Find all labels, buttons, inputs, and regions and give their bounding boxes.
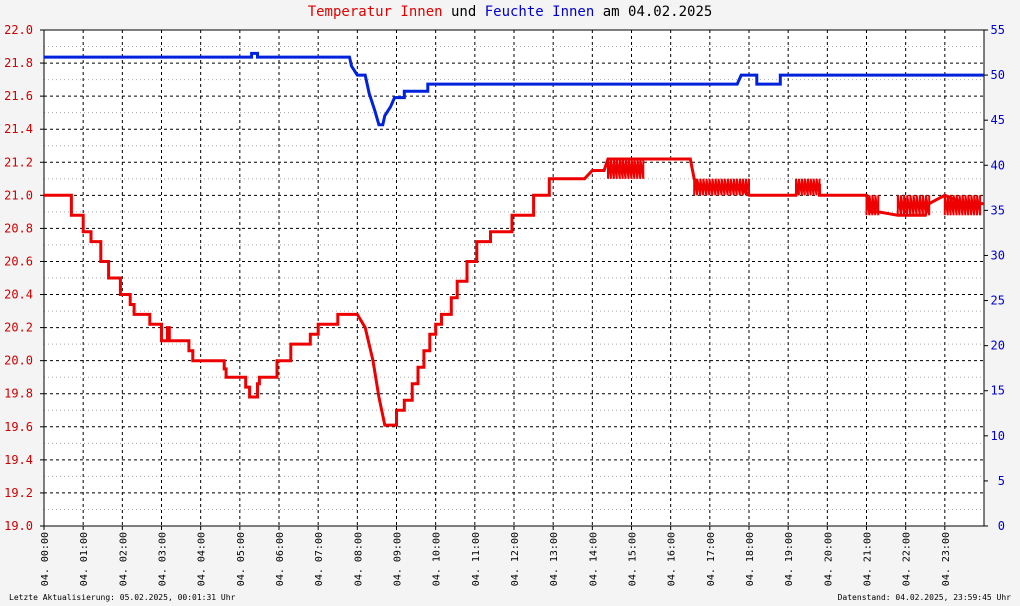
- y-left-tick-label: 20.6: [4, 254, 33, 268]
- x-tick-label: 04. 07:00: [314, 532, 325, 586]
- x-tick-label: 04. 06:00: [275, 532, 286, 586]
- x-tick-label: 04. 03:00: [158, 532, 169, 586]
- y-right-tick-label: 0: [998, 519, 1005, 533]
- y-right-tick-label: 45: [991, 113, 1005, 127]
- series-line-humidity: [44, 51, 984, 127]
- y-left-tick-label: 20.2: [4, 321, 33, 335]
- chart-title: Temperatur Innen und Feuchte Innen am 04…: [0, 4, 1020, 20]
- x-tick-label: 04. 17:00: [706, 532, 717, 586]
- x-tick-label: 04. 05:00: [236, 532, 247, 586]
- series-noise-band: [943, 195, 982, 216]
- footer-data-status: Datenstand: 04.02.2025, 23:59:45 Uhr: [837, 593, 1011, 602]
- series-noise-band: [795, 178, 821, 196]
- y-left-tick-label: 19.2: [4, 486, 33, 500]
- y-right-tick-label: 5: [998, 474, 1005, 488]
- footer-last-update: Letzte Aktualisierung: 05.02.2025, 00:01…: [9, 593, 236, 602]
- y-left-tick-label: 21.4: [4, 122, 33, 136]
- y-left-tick-label: 19.6: [4, 420, 33, 434]
- y-left-tick-label: 21.6: [4, 89, 33, 103]
- y-left-tick-label: 19.8: [4, 387, 33, 401]
- x-tick-label: 04. 15:00: [628, 532, 639, 586]
- x-tick-label: 04. 23:00: [941, 532, 952, 586]
- x-tick-label: 04. 08:00: [353, 532, 364, 586]
- y-right-tick-label: 40: [991, 158, 1005, 172]
- x-tick-label: 04. 18:00: [745, 532, 756, 586]
- series-noise-band: [896, 195, 931, 216]
- y-left-tick-label: 20.8: [4, 221, 33, 235]
- y-right-tick-label: 10: [991, 429, 1005, 443]
- y-left-tick-label: 22.0: [4, 23, 33, 37]
- series-line-temperature: [44, 157, 984, 427]
- x-tick-label: 04. 10:00: [432, 532, 443, 586]
- x-tick-label: 04. 00:00: [40, 532, 51, 586]
- y-right-tick-label: 50: [991, 68, 1005, 82]
- y-left-tick-label: 19.0: [4, 519, 33, 533]
- y-right-tick-label: 15: [991, 384, 1005, 398]
- title-series1: Temperatur Innen: [307, 4, 443, 20]
- x-tick-label: 04. 11:00: [471, 532, 482, 586]
- title-series2: Feuchte Innen: [484, 4, 595, 20]
- x-tick-label: 04. 04:00: [197, 532, 208, 586]
- x-tick-label: 04. 22:00: [902, 532, 913, 586]
- x-tick-label: 04. 01:00: [79, 532, 90, 586]
- y-right-tick-label: 20: [991, 339, 1005, 353]
- x-tick-label: 04. 02:00: [118, 532, 129, 586]
- title-date: am 04.02.2025: [602, 4, 713, 20]
- x-tick-label: 04. 16:00: [667, 532, 678, 586]
- series-noise-band: [693, 178, 750, 196]
- y-left-tick-label: 20.4: [4, 288, 33, 302]
- x-tick-label: 04. 12:00: [510, 532, 521, 586]
- x-tick-label: 04. 21:00: [863, 532, 874, 586]
- plot-frame: [43, 29, 985, 527]
- y-right-tick-label: 55: [991, 23, 1005, 37]
- y-left-tick-label: 20.0: [4, 354, 33, 368]
- title-joiner: und: [450, 4, 477, 20]
- y-left-tick-label: 21.2: [4, 155, 33, 169]
- x-tick-label: 04. 13:00: [549, 532, 560, 586]
- y-left-tick-label: 19.4: [4, 453, 33, 467]
- x-tick-label: 04. 19:00: [784, 532, 795, 586]
- x-tick-label: 04. 09:00: [393, 532, 404, 586]
- x-tick-label: 04. 20:00: [823, 532, 834, 586]
- series-noise-band: [607, 158, 645, 179]
- y-right-tick-label: 30: [991, 248, 1005, 262]
- y-right-tick-label: 25: [991, 294, 1005, 308]
- x-tick-label: 04. 14:00: [588, 532, 599, 586]
- y-left-tick-label: 21.8: [4, 56, 33, 70]
- y-left-tick-label: 21.0: [4, 188, 33, 202]
- y-right-tick-label: 35: [991, 203, 1005, 217]
